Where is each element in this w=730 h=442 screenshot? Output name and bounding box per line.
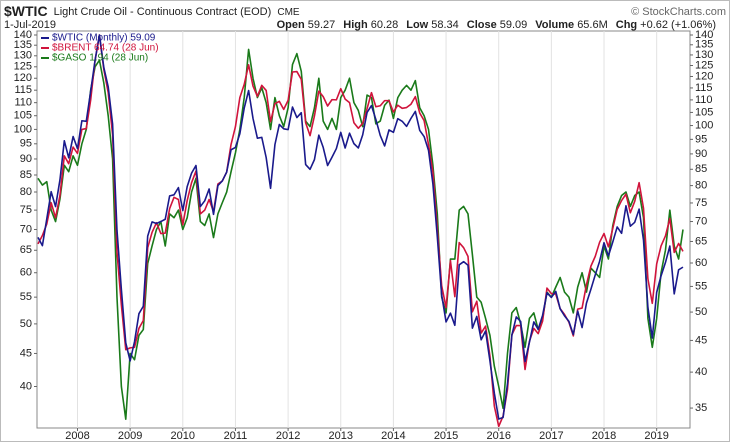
- y2-tick-label: 125: [695, 59, 713, 71]
- y-tick-label: 95: [20, 138, 32, 150]
- y-tick-label: 60: [20, 267, 32, 279]
- y2-tick-label: 35: [695, 402, 707, 414]
- y2-tick-label: 70: [695, 215, 707, 227]
- chart-header: $WTIC Light Crude Oil - Continuous Contr…: [4, 3, 300, 19]
- quote-label: Open: [277, 19, 305, 31]
- y2-tick-label: 75: [695, 197, 707, 209]
- quote: Open 59.27 High 60.28 Low 58.34 Close 59.09 Volu…: [277, 19, 716, 31]
- x-tick-label: 2019: [644, 430, 668, 442]
- y2-tick-label: 105: [695, 106, 713, 118]
- quote-label: High: [343, 19, 368, 31]
- y2-tick-label: 110: [695, 94, 713, 106]
- y-tick-label: 65: [20, 244, 32, 256]
- quote-value: 58.34: [431, 19, 459, 31]
- y-tick-label: 115: [14, 84, 32, 96]
- y2-tick-label: 90: [695, 148, 707, 160]
- y2-tick-label: 95: [695, 133, 707, 145]
- y2-tick-label: 55: [695, 280, 707, 292]
- y-tick-label: 50: [20, 318, 32, 330]
- quote-value: +0.62 (+1.06%): [640, 19, 716, 31]
- description: Light Crude Oil - Continuous Contract (E…: [54, 6, 272, 18]
- y-tick-label: 90: [20, 153, 32, 165]
- y-tick-label: 105: [14, 110, 32, 122]
- x-tick-label: 2012: [276, 430, 300, 442]
- y2-tick-label: 120: [695, 70, 713, 82]
- y-tick-label: 55: [20, 291, 32, 303]
- x-tick-label: 2015: [434, 430, 458, 442]
- quote-label: Volume: [535, 19, 574, 31]
- series-line: [37, 34, 684, 420]
- y2-tick-label: 130: [695, 49, 713, 61]
- x-tick-label: 2008: [65, 430, 89, 442]
- y-tick-label: 130: [14, 50, 32, 62]
- y2-tick-label: 65: [695, 235, 707, 247]
- y2-tick-label: 80: [695, 180, 707, 192]
- quote-label: Close: [467, 19, 497, 31]
- exchange: CME: [277, 7, 300, 18]
- y-tick-label: 40: [20, 380, 32, 392]
- date: 1-Jul-2019: [4, 19, 56, 31]
- legend-label: $GASO 1.94 (28 Jun): [52, 53, 148, 64]
- y-tick-label: 80: [20, 186, 32, 198]
- x-tick-label: 2009: [118, 430, 142, 442]
- quote-value: 59.09: [500, 19, 528, 31]
- y-tick-label: 75: [20, 204, 32, 216]
- y-tick-label: 135: [14, 39, 32, 51]
- y2-tick-label: 40: [695, 366, 707, 378]
- y-tick-label: 85: [20, 169, 32, 181]
- x-tick-label: 2011: [224, 430, 248, 442]
- y2-tick-label: 100: [695, 119, 713, 131]
- y2-tick-label: 115: [695, 82, 713, 94]
- quote-value: 59.27: [308, 19, 336, 31]
- credit: © StockCharts.com: [631, 6, 726, 18]
- legend: $WTIC (Monthly) 59.09$BRENT 64.74 (28 Ju…: [41, 33, 159, 64]
- quote-value: 60.28: [371, 19, 399, 31]
- lines: [37, 34, 684, 428]
- y2-tick-label: 85: [695, 163, 707, 175]
- x-tick-label: 2010: [171, 430, 195, 442]
- legend-label: $WTIC (Monthly) 59.09: [52, 33, 156, 44]
- x-tick-label: 2014: [381, 430, 405, 442]
- symbol: $WTIC: [4, 3, 48, 19]
- y-tick-label: 140: [14, 29, 32, 41]
- y-tick-label: 70: [20, 223, 32, 235]
- y-tick-label: 125: [14, 61, 32, 73]
- y2-tick-label: 140: [695, 29, 713, 41]
- x-tick-label: 2018: [592, 430, 616, 442]
- quote-value: 65.6M: [577, 19, 608, 31]
- legend-label: $BRENT 64.74 (28 Jun): [52, 43, 159, 54]
- y2-tick-label: 135: [695, 39, 713, 51]
- y-tick-label: 45: [20, 347, 32, 359]
- y-tick-label: 110: [14, 97, 32, 109]
- y2-tick-label: 45: [695, 334, 707, 346]
- x-tick-label: 2013: [329, 430, 353, 442]
- y2-tick-label: 60: [695, 257, 707, 269]
- y2-tick-label: 50: [695, 306, 707, 318]
- x-tick-label: 2017: [539, 430, 563, 442]
- quote-label: Chg: [616, 19, 637, 31]
- quote-label: Low: [406, 19, 428, 31]
- x-tick-label: 2016: [486, 430, 510, 442]
- y-tick-label: 120: [14, 72, 32, 84]
- y-tick-label: 100: [14, 123, 32, 135]
